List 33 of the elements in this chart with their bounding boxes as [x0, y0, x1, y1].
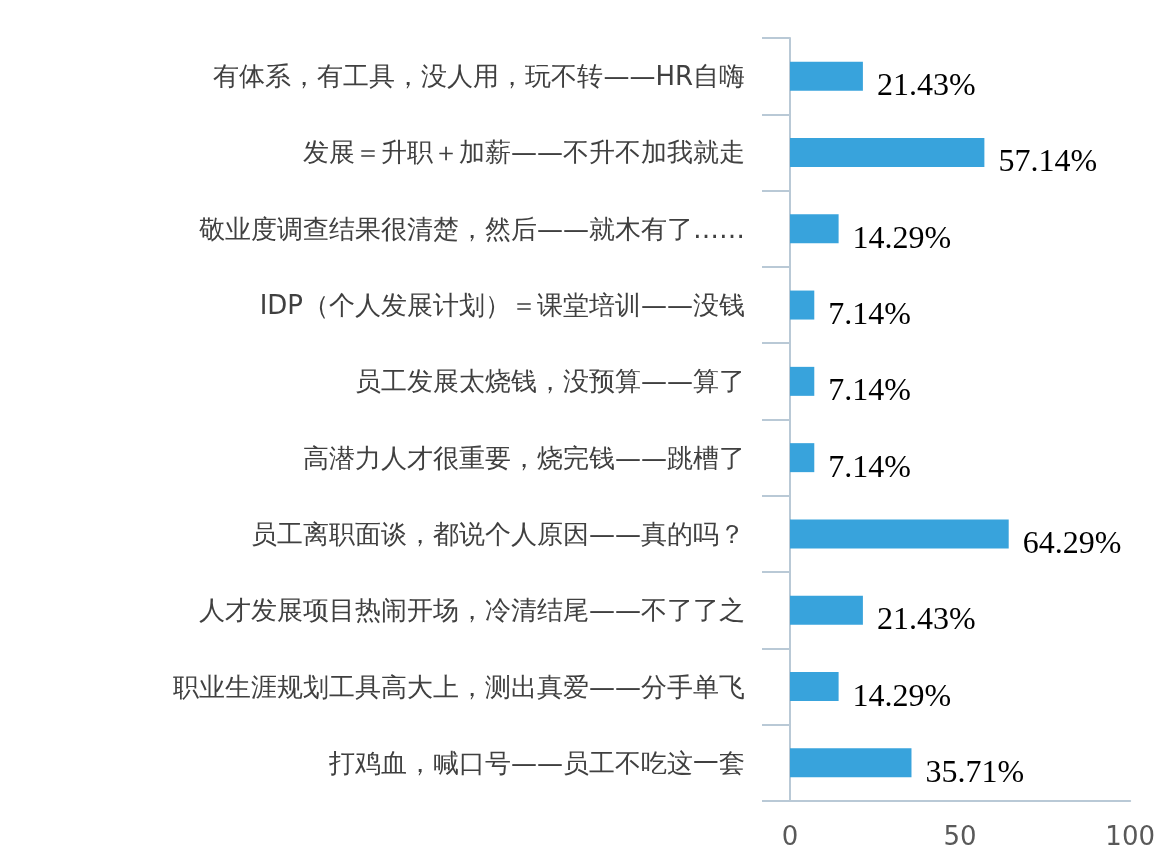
y-tick-label: 打鸡血，喊口号——员工不吃这一套 — [328, 747, 745, 778]
bar — [790, 61, 863, 91]
bar — [790, 214, 839, 244]
data-label: 14.29% — [852, 218, 952, 255]
bar — [790, 748, 912, 778]
data-label: 57.14% — [998, 142, 1098, 179]
y-tick-label: IDP（个人发展计划）＝课堂培训——没钱 — [259, 290, 745, 321]
y-tick-label: 人才发展项目热闹开场，冷清结尾——不了了之 — [199, 595, 745, 626]
bar — [790, 443, 815, 473]
y-tick-label: 发展＝升职＋加薪——不升不加我就走 — [303, 137, 745, 168]
data-label: 7.14% — [828, 295, 911, 332]
data-label: 7.14% — [828, 371, 911, 408]
bar — [790, 672, 839, 702]
bar — [790, 366, 815, 396]
data-label: 64.29% — [1022, 523, 1122, 560]
y-tick-label: 敬业度调查结果很清楚，然后——就木有了…… — [199, 213, 745, 244]
x-tick-label: 50 — [943, 821, 977, 851]
data-label: 21.43% — [876, 66, 976, 103]
bar — [790, 290, 815, 320]
x-tick-label: 0 — [781, 821, 799, 851]
data-label: 21.43% — [876, 600, 976, 637]
y-tick-label: 有体系，有工具，没人用，玩不转——HR自嗨 — [213, 61, 745, 92]
data-label: 35.71% — [925, 752, 1025, 789]
x-tick-label: 100 — [1105, 821, 1156, 851]
y-tick-label: 职业生涯规划工具高大上，测出真爱——分手单飞 — [173, 671, 745, 702]
bar — [790, 137, 985, 167]
data-label: 7.14% — [828, 447, 911, 484]
y-tick-label: 员工发展太烧钱，没预算——算了 — [355, 366, 745, 397]
bar — [790, 595, 863, 625]
data-label: 14.29% — [852, 676, 952, 713]
y-tick-label: 员工离职面谈，都说个人原因——真的吗？ — [251, 518, 745, 549]
bar — [790, 519, 1009, 549]
y-tick-label: 高潜力人才很重要，烧完钱——跳槽了 — [303, 442, 745, 473]
